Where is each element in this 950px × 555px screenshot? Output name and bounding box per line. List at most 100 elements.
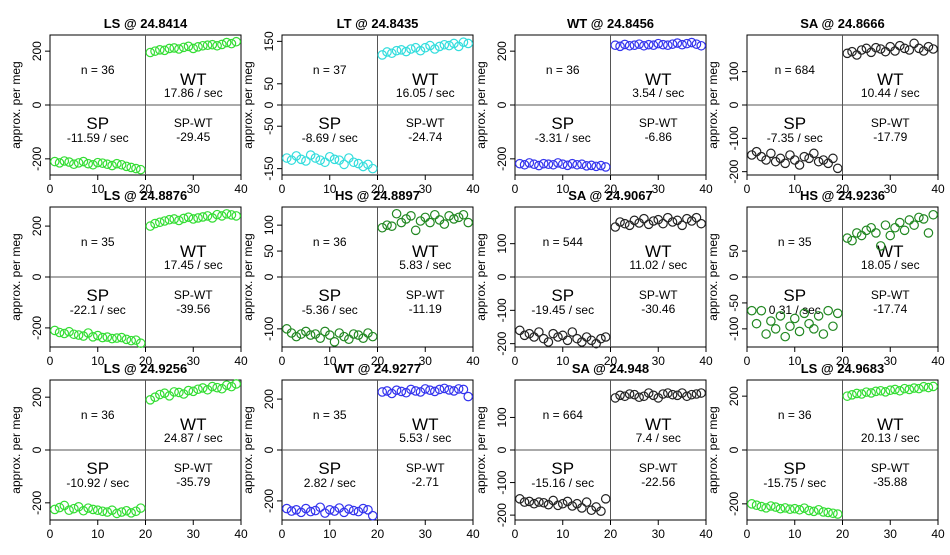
- wt-label: WT: [877, 415, 903, 434]
- wt-point: [463, 38, 474, 49]
- sp-point: [116, 332, 127, 343]
- sp-point: [581, 161, 592, 171]
- sp-point: [59, 156, 70, 166]
- diff-value: -11.19: [409, 302, 442, 316]
- wt-point: [425, 40, 435, 51]
- sp-point: [64, 157, 74, 167]
- y-axis-label: approx. per meg: [241, 233, 255, 320]
- x-tick-label: 30: [187, 182, 201, 196]
- diff-label: SP-WT: [174, 288, 213, 302]
- wt-point: [890, 222, 900, 233]
- sp-point: [54, 327, 65, 338]
- wt-point: [885, 230, 896, 241]
- wt-point: [682, 38, 692, 49]
- y-tick-label: 100: [495, 407, 509, 427]
- x-tick-label: 30: [187, 527, 201, 541]
- chart-title: WT @ 24.8456: [567, 16, 654, 31]
- wt-point: [463, 217, 474, 228]
- diff-value: -35.79: [176, 475, 210, 489]
- wt-point: [178, 389, 189, 399]
- sp-point: [567, 158, 578, 169]
- x-tick-label: 0: [279, 354, 286, 368]
- sp-point: [78, 156, 89, 167]
- diff-value: -24.74: [408, 130, 442, 144]
- sp-point: [358, 161, 368, 172]
- wt-point: [145, 47, 156, 58]
- x-tick-label: 10: [788, 527, 802, 541]
- sp-point: [131, 163, 141, 174]
- sp-point: [348, 157, 359, 168]
- sp-rate: -3.31 / sec: [535, 131, 591, 145]
- sp-point: [761, 329, 771, 339]
- sp-point: [751, 318, 762, 329]
- wt-point: [923, 41, 934, 52]
- y-tick-label: -100: [727, 317, 741, 341]
- sp-point: [785, 321, 795, 332]
- sp-point: [88, 504, 98, 515]
- wt-point: [918, 214, 929, 224]
- sp-point: [324, 330, 335, 340]
- wt-point: [639, 213, 649, 224]
- wt-point: [193, 384, 203, 395]
- sp-point: [761, 503, 771, 513]
- wt-point: [852, 388, 862, 399]
- diff-label: SP-WT: [406, 461, 445, 475]
- wt-label: WT: [180, 242, 206, 261]
- sp-point: [116, 507, 127, 517]
- wt-point: [672, 38, 683, 48]
- sp-point: [514, 325, 525, 336]
- sp-point: [818, 329, 829, 339]
- x-tick-label: 40: [931, 527, 945, 541]
- wt-point: [861, 387, 872, 397]
- y-tick-label: 0: [262, 273, 276, 280]
- x-tick-label: 40: [931, 354, 945, 368]
- sp-point: [553, 332, 563, 342]
- wt-point: [453, 384, 464, 394]
- wt-point: [653, 38, 664, 49]
- wt-point: [875, 385, 886, 396]
- wt-point: [885, 385, 896, 396]
- wt-point: [226, 38, 237, 49]
- sp-point: [813, 311, 824, 321]
- wt-point: [909, 383, 919, 393]
- x-tick-label: 10: [91, 527, 105, 541]
- sp-point: [804, 318, 814, 329]
- wt-label: WT: [645, 70, 671, 89]
- wt-rate: 18.05 / sec: [861, 258, 920, 272]
- chart-title: LS @ 24.8876: [104, 188, 188, 203]
- sp-point: [135, 503, 146, 513]
- wt-point: [207, 213, 218, 223]
- wt-point: [677, 220, 687, 231]
- x-tick-label: 40: [699, 182, 713, 196]
- wt-point: [639, 391, 649, 402]
- sp-point: [785, 504, 795, 515]
- wt-point: [406, 384, 416, 395]
- wt-point: [696, 388, 707, 398]
- sp-rate: -5.36 / sec: [302, 303, 358, 317]
- wt-point: [410, 225, 421, 236]
- sp-point: [832, 509, 843, 519]
- wt-point: [847, 235, 857, 246]
- sp-point: [543, 337, 554, 347]
- sp-rate: -7.35 / sec: [767, 131, 823, 145]
- wt-point: [842, 233, 853, 243]
- sp-label: SP: [551, 459, 574, 478]
- sp-point: [88, 159, 98, 170]
- wt-point: [406, 211, 416, 221]
- y-tick-label: 0: [30, 446, 44, 453]
- sp-point: [121, 161, 132, 172]
- wt-point: [871, 42, 881, 53]
- wt-point: [914, 383, 924, 394]
- wt-point: [648, 40, 659, 51]
- sp-label: SP: [86, 286, 109, 305]
- sp-label: SP: [318, 459, 341, 478]
- y-tick-label: 0: [262, 101, 276, 108]
- sp-point: [775, 503, 786, 514]
- wt-point: [875, 44, 886, 54]
- wt-point: [207, 39, 218, 50]
- sp-point: [344, 504, 354, 514]
- sp-point: [367, 331, 378, 342]
- sp-point: [54, 158, 65, 168]
- sp-point: [107, 160, 117, 171]
